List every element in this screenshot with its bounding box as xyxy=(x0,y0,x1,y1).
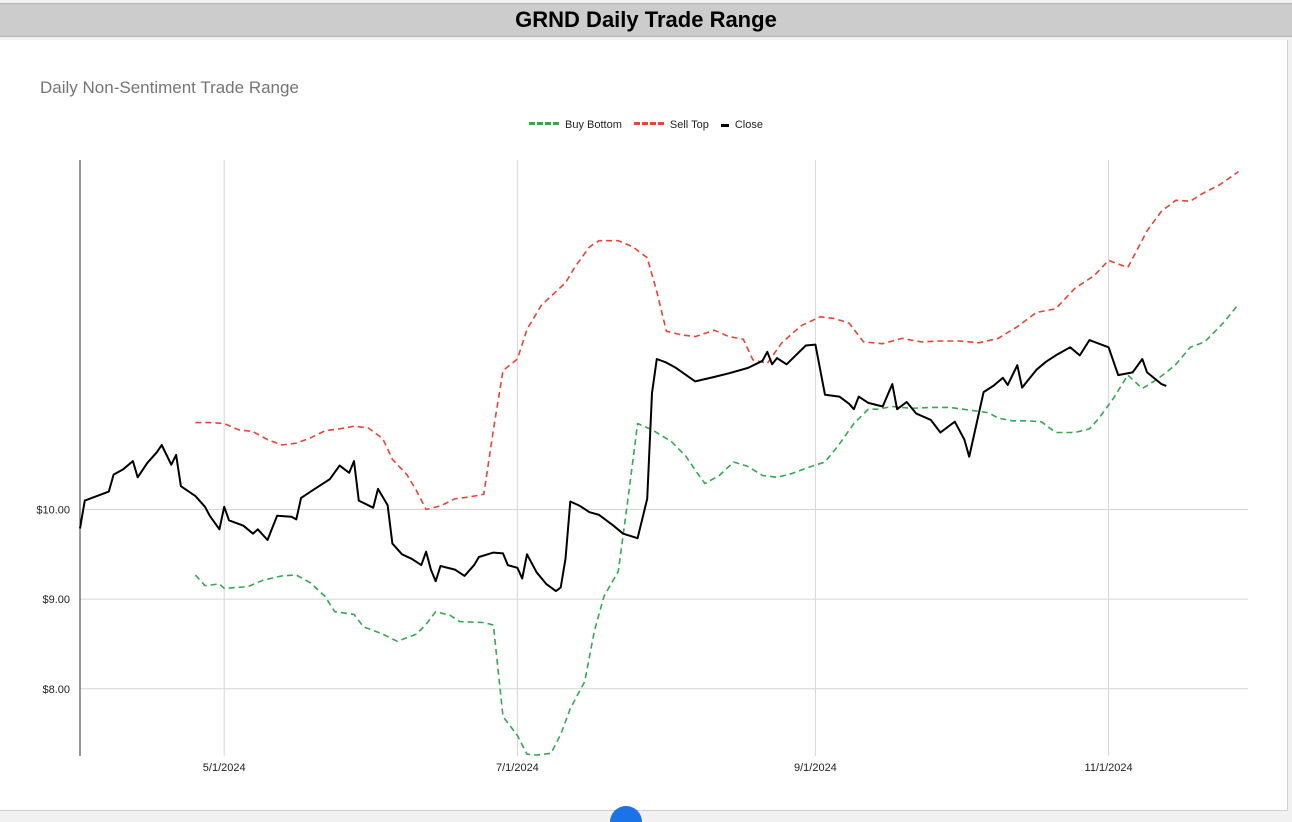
y-tick-label: $10.00 xyxy=(36,505,70,517)
page-title: GRND Daily Trade Range xyxy=(515,7,777,32)
legend-label-sell-top: Sell Top xyxy=(669,119,709,131)
legend-swatch-close xyxy=(720,123,729,127)
legend-swatch-buy-bottom xyxy=(529,122,560,128)
series-line-close xyxy=(79,339,1167,593)
legend-label-buy-bottom: Buy Bottom xyxy=(565,119,622,131)
chart-legend: Buy Bottom Sell Top Close xyxy=(0,119,1292,131)
y-tick-label: $9.00 xyxy=(42,594,70,606)
series-line-buy-bottom xyxy=(194,303,1240,756)
sheet-title-bar: GRND Daily Trade Range xyxy=(0,3,1292,37)
chart-card[interactable] xyxy=(0,40,1288,811)
x-tick-label: 5/1/2024 xyxy=(203,762,246,774)
x-tick-label: 11/1/2024 xyxy=(1085,762,1133,774)
y-tick-label: $8.00 xyxy=(42,684,70,696)
x-tick-label: 9/1/2024 xyxy=(794,762,837,774)
chart-title: Daily Non-Sentiment Trade Range xyxy=(40,78,299,97)
series-line-sell-top xyxy=(195,171,1239,511)
legend-swatch-sell-top xyxy=(633,122,664,128)
x-tick-label: 7/1/2024 xyxy=(496,762,539,774)
legend-label-close: Close xyxy=(734,119,763,131)
legend-item-sell-top[interactable]: Sell Top xyxy=(633,119,709,131)
legend-item-buy-bottom[interactable]: Buy Bottom xyxy=(529,119,622,131)
legend-item-close[interactable]: Close xyxy=(720,119,763,131)
